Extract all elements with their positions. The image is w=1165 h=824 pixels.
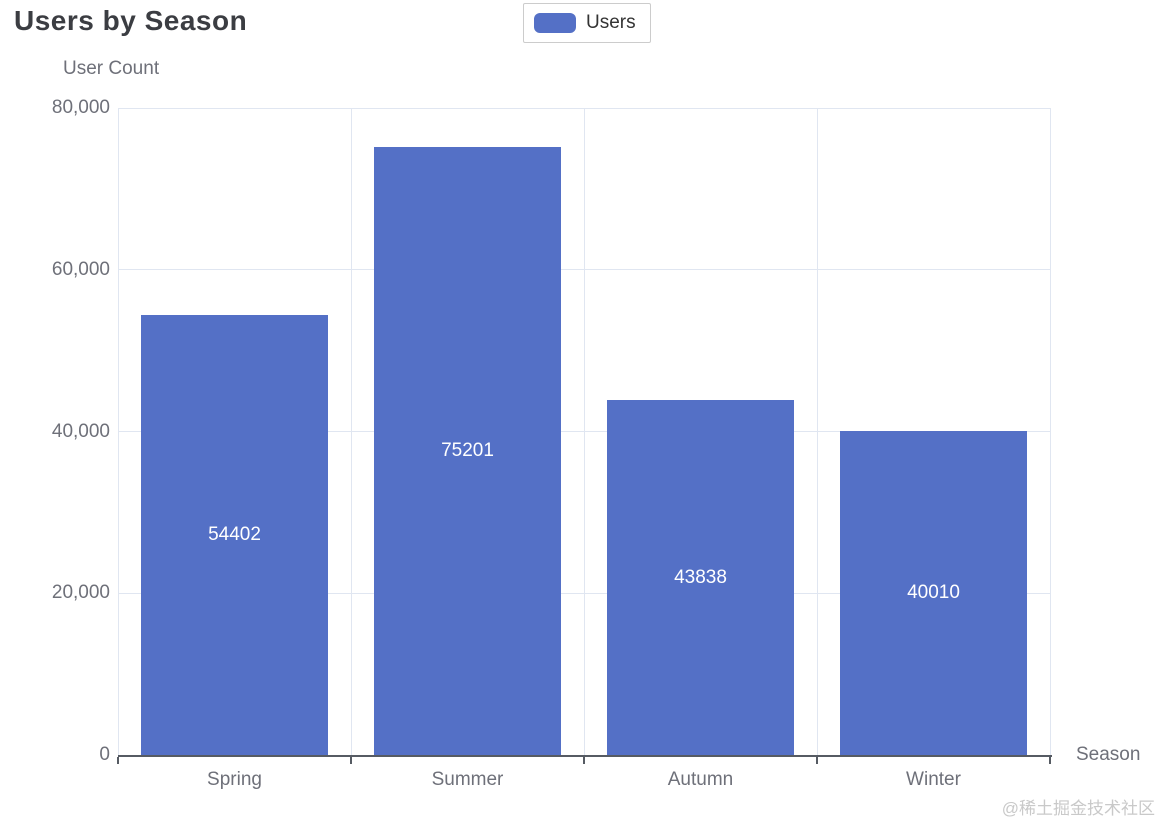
y-axis-tick-label: 0 [99,744,110,765]
x-gridline [118,108,119,755]
x-axis-tick [117,757,119,764]
bar-autumn[interactable] [607,400,794,755]
x-gridline [1050,108,1051,755]
x-axis-tick-label-spring: Spring [207,769,262,790]
x-axis-tick [1049,757,1051,764]
y-axis-name: User Count [63,58,160,79]
bar-value-label: 54402 [208,524,261,545]
x-gridline [584,108,585,755]
x-gridline [817,108,818,755]
bar-value-label: 40010 [907,582,960,604]
x-axis-tick [816,757,818,764]
x-axis-tick-label-autumn: Autumn [667,769,734,790]
x-axis-tick-label-summer: Summer [431,769,504,790]
bar-summer[interactable] [374,146,561,755]
legend-users-swatch-icon [534,13,576,33]
x-gridline [351,108,352,755]
y-axis-tick-label: 60,000 [51,258,110,280]
x-axis-tick-label-winter: Winter [906,769,961,790]
x-axis-name: Season [1076,744,1141,765]
bar-value-label: 43838 [674,566,727,588]
x-axis-tick [583,757,585,764]
y-axis-tick-label: 80,000 [51,97,110,118]
watermark: @稀土掘金技术社区 [1001,799,1155,818]
x-axis-tick [350,757,352,764]
y-axis-tick-label: 40,000 [51,420,110,442]
legend[interactable]: Users [523,3,651,43]
x-axis-line [118,755,1052,757]
chart-title: Users by Season [14,5,248,36]
bar-spring[interactable] [141,315,328,755]
bar-value-label: 75201 [441,439,494,461]
bar-winter[interactable] [840,431,1027,755]
y-axis-tick-label: 20,000 [51,582,110,604]
legend-users-label: Users [586,12,636,33]
